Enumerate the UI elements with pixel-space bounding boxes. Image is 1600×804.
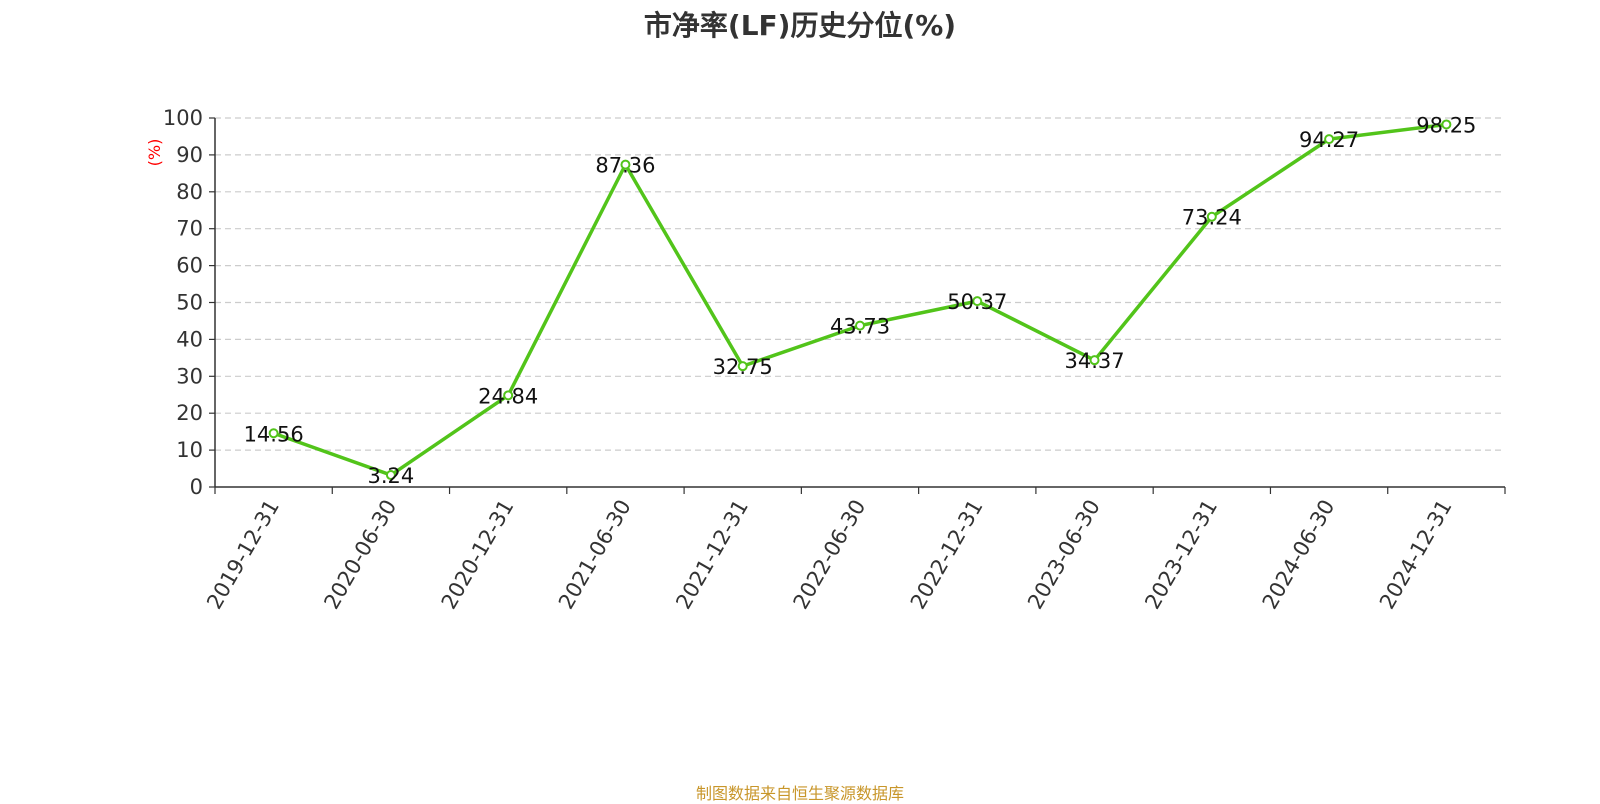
x-tick-label: 2020-12-31 — [437, 496, 519, 614]
axes: 0 10 20 30 40 50 60 70 80 90 100 (%) 2019-12-31 2020-… — [145, 106, 1506, 614]
x-tick-label: 2024-06-30 — [1258, 496, 1340, 614]
data-label: 34.37 — [1064, 349, 1124, 373]
data-source-note: 制图数据来自恒生聚源数据库 — [695, 784, 904, 803]
y-tick-label: 10 — [176, 438, 203, 462]
data-point — [1206, 211, 1217, 222]
data-label: 24.84 — [478, 384, 538, 408]
series-layer — [268, 119, 1452, 481]
y-tick-label: 90 — [176, 143, 203, 167]
data-label: 50.37 — [947, 290, 1007, 314]
data-point — [268, 428, 279, 439]
data-point — [855, 320, 865, 331]
data-label: 14.56 — [244, 422, 304, 446]
x-tick-label: 2019-12-31 — [202, 496, 284, 614]
data-point — [620, 159, 631, 170]
y-tick-label: 50 — [176, 291, 203, 315]
data-label: 73.24 — [1182, 206, 1242, 230]
y-tick-label: 0 — [190, 475, 203, 499]
data-label: 3.24 — [368, 464, 415, 488]
x-tick-label: 2024-12-31 — [1375, 496, 1457, 614]
data-label: 43.73 — [830, 315, 890, 339]
data-point — [737, 361, 748, 372]
y-tick-label: 40 — [176, 327, 203, 351]
x-tick-label: 2022-06-30 — [789, 496, 871, 614]
data-point — [972, 296, 983, 307]
y-tick-label: 20 — [176, 401, 203, 425]
data-point — [503, 390, 514, 401]
y-tick-label: 80 — [176, 180, 203, 204]
data-label: 98.25 — [1416, 113, 1476, 137]
x-tick-label: 2022-12-31 — [906, 496, 988, 614]
data-point — [1089, 355, 1100, 366]
data-point — [1324, 134, 1335, 145]
data-labels: 14.56 3.24 24.84 87.36 32.75 43.73 50.37 34.37 7… — [244, 113, 1477, 488]
data-label: 32.75 — [713, 355, 773, 379]
y-tick-label: 100 — [163, 106, 203, 130]
chart-title: 市净率(LF)历史分位(%) — [643, 9, 957, 42]
data-label: 94.27 — [1299, 128, 1359, 152]
x-tick-label: 2021-12-31 — [671, 496, 753, 614]
data-point — [1441, 119, 1452, 130]
y-tick-label: 60 — [176, 254, 203, 278]
x-tick-label: 2023-12-31 — [1140, 496, 1222, 614]
y-tick-label: 30 — [176, 364, 203, 388]
grid-lines — [215, 117, 1505, 451]
x-tick-label: 2023-06-30 — [1023, 496, 1105, 614]
x-tick-label: 2020-06-30 — [319, 496, 401, 614]
data-label: 87.36 — [595, 154, 655, 178]
data-point — [385, 470, 396, 481]
y-tick-label: 70 — [176, 217, 203, 241]
x-tick-label: 2021-06-30 — [554, 496, 636, 614]
series-line — [273, 122, 1447, 477]
y-axis-label: (%) — [145, 139, 164, 167]
